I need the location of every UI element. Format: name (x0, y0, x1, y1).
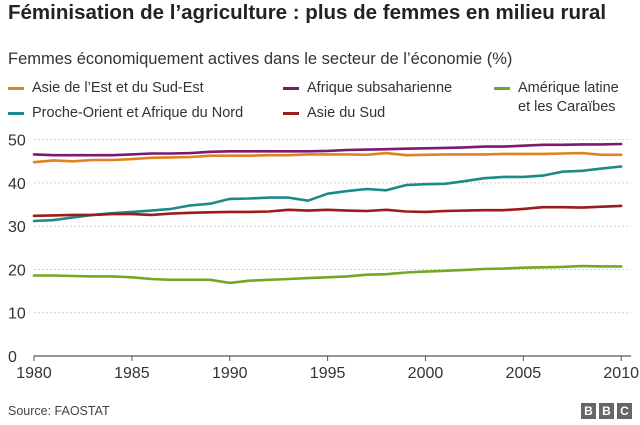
legend-label-east-asia: Asie de l’Est et du Sud-Est (32, 80, 204, 96)
x-tick-label-1980: 1980 (16, 365, 52, 382)
legend-item-south-asia: Asie du Sud (283, 104, 483, 123)
source-note: Source: FAOSTAT (8, 404, 110, 418)
y-tick-label-30: 30 (8, 219, 26, 236)
y-tick-label-50: 50 (8, 133, 26, 150)
x-tick-label-1995: 1995 (310, 365, 346, 382)
y-tick-label-0: 0 (8, 349, 17, 366)
legend-swatch-subsaharan-africa (283, 87, 299, 90)
legend-label-south-asia: Asie du Sud (307, 105, 386, 121)
y-tick-label-40: 40 (8, 176, 26, 193)
legend-item-east-asia: Asie de l’Est et du Sud-Est (8, 79, 268, 98)
series-line-4 (32, 204, 623, 218)
series-line-1 (32, 142, 623, 157)
bbc-logo-letter-2: B (599, 403, 614, 419)
series-line-2 (32, 264, 623, 285)
legend-item-latin-america: Amérique latine et les Caraïbes (494, 79, 632, 117)
chart-title: Féminisation de l’agriculture : plus de … (8, 1, 607, 24)
legend-swatch-latin-america (494, 87, 510, 90)
series-line-3 (32, 165, 623, 223)
legend-label-latin-america: Amérique latine et les Caraïbes (518, 80, 619, 115)
y-tick-label-10: 10 (8, 306, 26, 323)
x-tick-label-2010: 2010 (603, 365, 639, 382)
legend-swatch-east-asia (8, 87, 24, 90)
legend-swatch-near-east (8, 112, 24, 115)
x-tick-label-1985: 1985 (114, 365, 150, 382)
bbc-logo-letter-1: B (581, 403, 596, 419)
legend-item-subsaharan-africa: Afrique subsaharienne (283, 79, 483, 98)
y-tick-label-20: 20 (8, 262, 26, 279)
legend-label-near-east: Proche-Orient et Afrique du Nord (32, 105, 244, 121)
legend-label-subsaharan-africa: Afrique subsaharienne (307, 80, 453, 96)
x-tick-label-1990: 1990 (212, 365, 248, 382)
series-line-0 (32, 151, 623, 164)
legend-swatch-south-asia (283, 112, 299, 115)
x-tick-label-2005: 2005 (506, 365, 542, 382)
bbc-logo: B B C (581, 403, 632, 419)
x-tick-label-2000: 2000 (408, 365, 444, 382)
chart-subtitle: Femmes économiquement actives dans le se… (8, 50, 513, 68)
bbc-logo-letter-3: C (617, 403, 632, 419)
legend-item-near-east: Proche-Orient et Afrique du Nord (8, 104, 278, 123)
